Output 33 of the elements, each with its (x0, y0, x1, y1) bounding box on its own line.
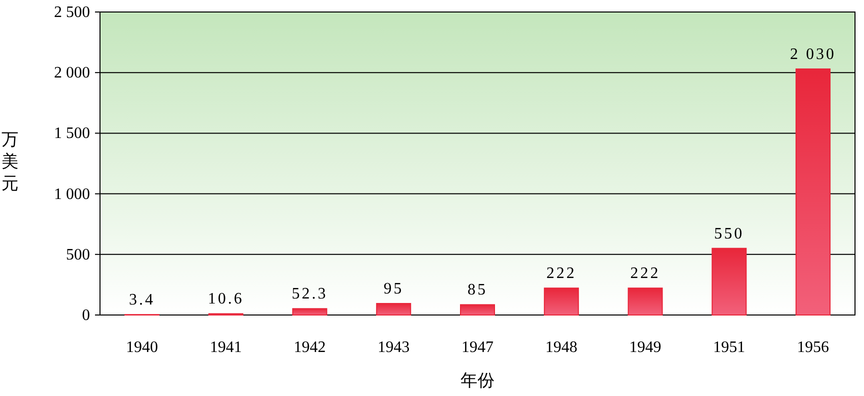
bar (460, 304, 495, 316)
y-tick-label: 0 (82, 307, 90, 324)
x-tick-label: 1940 (126, 339, 158, 356)
x-tick-label: 1941 (210, 339, 242, 356)
data-label: 85 (468, 282, 488, 299)
y-tick-label: 500 (66, 246, 90, 264)
bar (628, 288, 663, 316)
data-label: 222 (546, 265, 576, 282)
data-label: 52.3 (292, 286, 328, 303)
data-label: 222 (630, 265, 660, 282)
data-label: 550 (714, 225, 744, 242)
data-label: 10.6 (208, 290, 244, 308)
data-label: 3.4 (128, 292, 155, 309)
y-tick-label: 2 000 (54, 64, 90, 82)
x-tick-label: 1948 (545, 339, 578, 356)
x-tick-label: 1942 (294, 339, 326, 356)
bar (712, 248, 747, 316)
y-tick-label: 1 500 (54, 125, 90, 142)
x-tick-label: 1949 (629, 339, 662, 356)
y-tick-label: 1 000 (54, 186, 90, 203)
data-label: 2 030 (790, 46, 836, 63)
y-tick-label: 2 500 (54, 4, 90, 21)
bar (376, 302, 412, 316)
x-axis-title: 年份 (460, 371, 494, 391)
bar (796, 68, 831, 316)
x-tick-label: 1947 (462, 339, 494, 356)
x-tick-label: 1943 (378, 339, 410, 356)
x-tick-label: 1956 (797, 339, 830, 356)
bar (292, 308, 328, 316)
x-tick-label: 1951 (713, 339, 746, 356)
bar (544, 288, 579, 316)
data-label: 95 (384, 280, 404, 298)
y-axis-title: 万美元 (2, 130, 18, 194)
